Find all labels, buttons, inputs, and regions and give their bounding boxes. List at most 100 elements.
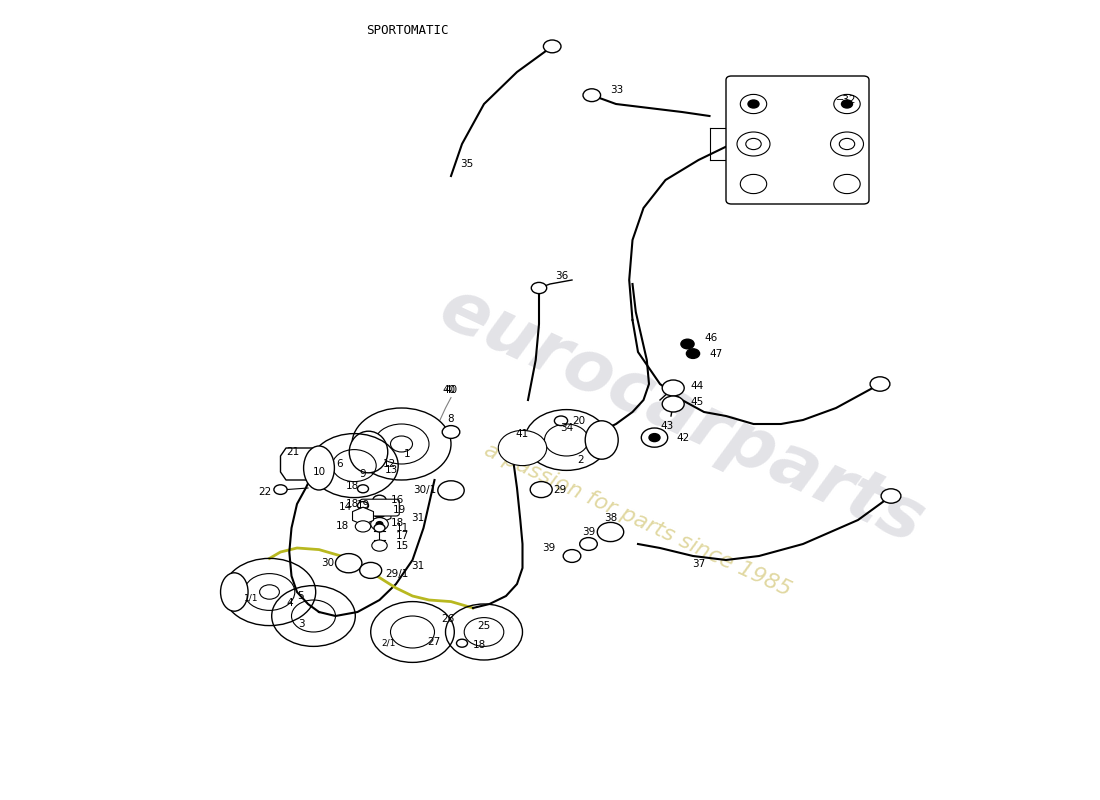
FancyBboxPatch shape	[726, 76, 869, 204]
Text: 20: 20	[572, 416, 585, 426]
Circle shape	[358, 485, 368, 493]
Text: 41: 41	[516, 429, 529, 438]
Text: 35: 35	[460, 159, 473, 169]
Circle shape	[842, 100, 852, 108]
Text: 34: 34	[560, 423, 573, 433]
Circle shape	[583, 89, 601, 102]
Text: 9: 9	[360, 470, 366, 479]
Circle shape	[554, 416, 568, 426]
Circle shape	[662, 396, 684, 412]
Text: 44: 44	[691, 381, 704, 390]
Circle shape	[686, 349, 700, 358]
Text: 15: 15	[396, 541, 409, 550]
Text: 37: 37	[692, 559, 705, 569]
Text: 39: 39	[582, 527, 595, 537]
Text: 31: 31	[411, 514, 425, 523]
Text: 39: 39	[542, 543, 556, 553]
Text: 30: 30	[321, 558, 334, 568]
Circle shape	[580, 538, 597, 550]
Circle shape	[336, 554, 362, 573]
Text: 12: 12	[383, 459, 396, 469]
Circle shape	[881, 489, 901, 503]
Circle shape	[870, 377, 890, 391]
Text: 42: 42	[676, 433, 690, 442]
Text: 10: 10	[312, 467, 326, 477]
Text: 38: 38	[604, 514, 617, 523]
Circle shape	[641, 428, 668, 447]
Text: 31: 31	[411, 561, 425, 570]
Text: a passion for parts since 1985: a passion for parts since 1985	[482, 440, 794, 600]
Text: 18: 18	[336, 522, 349, 531]
Text: 18: 18	[345, 499, 359, 509]
Text: 19: 19	[393, 506, 406, 515]
Text: 22: 22	[258, 487, 272, 497]
Circle shape	[374, 510, 385, 518]
Text: 29/1: 29/1	[385, 569, 408, 578]
Text: 25: 25	[477, 622, 491, 631]
Text: 46: 46	[704, 333, 717, 342]
Text: 18: 18	[473, 640, 486, 650]
Circle shape	[374, 524, 385, 532]
Text: 1: 1	[404, 450, 410, 459]
Circle shape	[498, 430, 547, 466]
Circle shape	[681, 339, 694, 349]
Circle shape	[748, 100, 759, 108]
Ellipse shape	[350, 431, 387, 473]
Text: 8: 8	[448, 414, 454, 424]
Circle shape	[597, 522, 624, 542]
Text: 2: 2	[578, 455, 584, 465]
Circle shape	[438, 481, 464, 500]
Text: 18: 18	[345, 482, 359, 491]
Text: 18: 18	[390, 518, 404, 528]
FancyBboxPatch shape	[360, 499, 399, 516]
Text: 40: 40	[442, 385, 455, 394]
Circle shape	[373, 495, 386, 505]
Text: 2/1: 2/1	[382, 638, 396, 648]
Text: 27: 27	[427, 638, 440, 647]
Text: 36: 36	[556, 271, 569, 281]
Circle shape	[662, 380, 684, 396]
Text: 3: 3	[298, 619, 305, 629]
Text: 45: 45	[691, 397, 704, 406]
Circle shape	[649, 434, 660, 442]
Circle shape	[376, 522, 383, 526]
Text: ─32: ─32	[836, 95, 856, 105]
Circle shape	[360, 562, 382, 578]
Text: 26: 26	[441, 614, 454, 624]
Ellipse shape	[220, 573, 248, 611]
Circle shape	[530, 482, 552, 498]
Circle shape	[456, 639, 468, 647]
Ellipse shape	[585, 421, 618, 459]
Circle shape	[260, 585, 279, 599]
Circle shape	[274, 485, 287, 494]
Text: SPORTOMATIC: SPORTOMATIC	[365, 24, 449, 37]
Text: 19: 19	[356, 500, 370, 510]
Circle shape	[355, 521, 371, 532]
Text: 43: 43	[660, 422, 673, 431]
Circle shape	[543, 40, 561, 53]
Circle shape	[358, 502, 368, 510]
Circle shape	[371, 518, 388, 530]
Ellipse shape	[304, 446, 334, 490]
Text: 5: 5	[297, 591, 304, 601]
Text: 14: 14	[339, 502, 352, 512]
Text: 47: 47	[710, 349, 723, 358]
Circle shape	[442, 426, 460, 438]
Text: 33: 33	[610, 85, 624, 94]
Text: 13: 13	[385, 465, 398, 474]
Text: 16: 16	[390, 495, 404, 505]
Circle shape	[372, 540, 387, 551]
Circle shape	[563, 550, 581, 562]
Text: 4: 4	[286, 598, 293, 608]
Text: 29: 29	[553, 485, 566, 494]
Text: eurocarparts: eurocarparts	[429, 274, 935, 558]
Text: 1/1: 1/1	[244, 593, 258, 602]
Text: 40: 40	[444, 386, 458, 395]
Text: 6: 6	[337, 459, 343, 469]
Circle shape	[390, 436, 412, 452]
Text: 30/1: 30/1	[414, 486, 437, 495]
Circle shape	[531, 282, 547, 294]
Text: 11: 11	[396, 523, 409, 533]
Text: 17: 17	[396, 531, 409, 541]
Text: 21: 21	[286, 447, 299, 457]
